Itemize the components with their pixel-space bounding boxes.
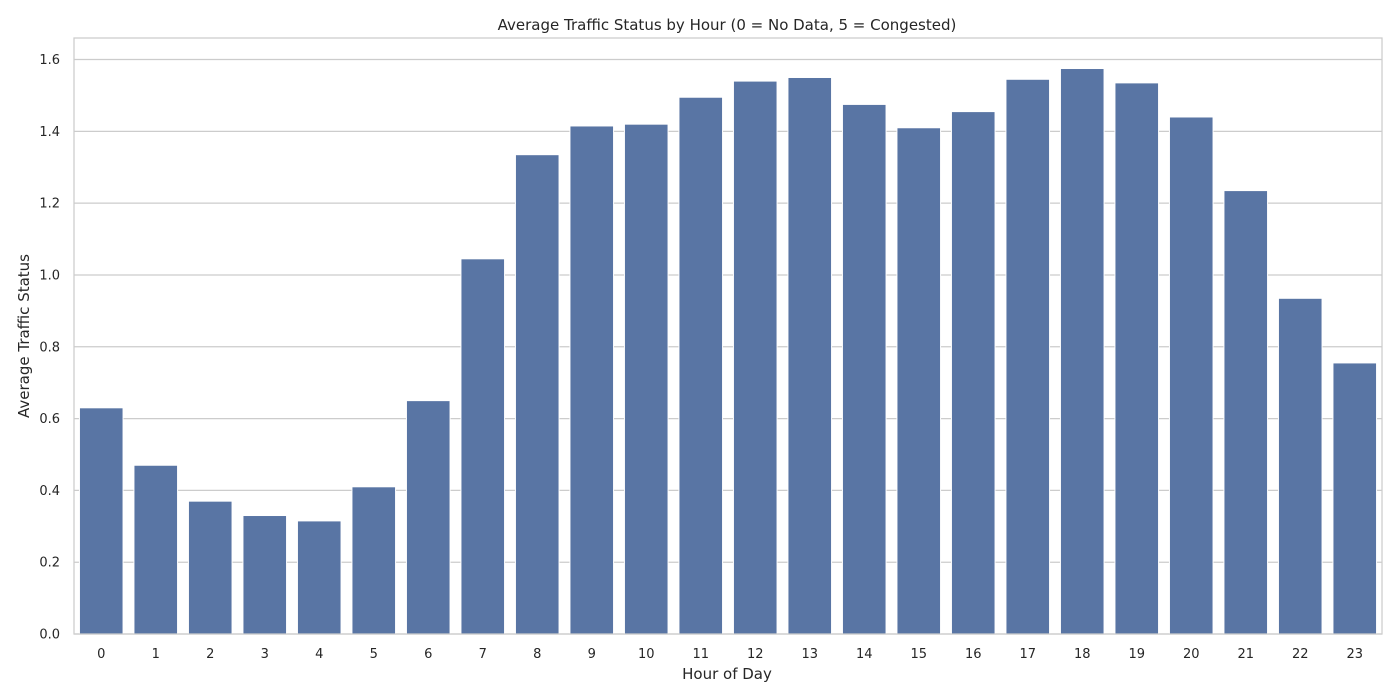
x-tick-label: 6 [424,647,432,662]
y-axis-label: Average Traffic Status [15,254,33,418]
y-tick-label: 1.0 [39,268,60,283]
bar-hour-18 [1059,68,1105,635]
bar-hour-9 [569,125,615,635]
bar-hour-10 [623,123,669,635]
x-tick-label: 13 [801,647,818,662]
x-tick-label: 23 [1346,647,1363,662]
bar-hour-20 [1168,116,1214,635]
x-tick-label: 20 [1183,647,1200,662]
x-tick-label: 5 [370,647,378,662]
x-tick-label: 9 [588,647,596,662]
y-tick-labels: 0.0 0.2 0.4 0.6 0.8 1.0 1.2 1.4 1.6 [39,53,60,642]
gridlines [74,58,1382,635]
bar-hour-14 [841,103,887,635]
y-tick-label: 0.2 [39,556,60,571]
bar-hour-13 [787,76,833,635]
x-tick-label: 4 [315,647,323,662]
x-tick-label: 21 [1237,647,1254,662]
bar-hour-22 [1277,297,1323,635]
bar-hour-12 [732,80,778,635]
bar-hour-8 [514,154,560,635]
x-tick-label: 12 [747,647,764,662]
x-tick-label: 16 [965,647,982,662]
y-tick-label: 1.4 [39,125,60,140]
y-tick-label: 0.4 [39,484,60,499]
x-tick-label: 14 [856,647,873,662]
bar-hour-6 [405,400,451,635]
y-tick-label: 0.0 [39,628,60,643]
x-tick-label: 7 [479,647,487,662]
chart-title: Average Traffic Status by Hour (0 = No D… [498,16,957,34]
bar-hour-1 [133,464,179,635]
x-tick-label: 22 [1292,647,1309,662]
x-tick-label: 11 [692,647,709,662]
bar-hour-16 [950,111,996,635]
y-tick-label: 0.6 [39,412,60,427]
x-tick-label: 3 [261,647,269,662]
y-tick-label: 1.6 [39,53,60,68]
bar-hour-11 [678,96,724,635]
bar-hour-0 [78,407,124,635]
y-tick-label: 1.2 [39,197,60,212]
bar-hour-17 [1005,78,1051,635]
bars [78,68,1378,635]
x-tick-label: 17 [1019,647,1036,662]
x-tick-label: 15 [910,647,927,662]
bar-hour-23 [1332,362,1378,635]
x-tick-label: 1 [152,647,160,662]
bar-hour-21 [1223,190,1269,635]
x-tick-label: 8 [533,647,541,662]
x-axis-label: Hour of Day [682,665,772,683]
x-tick-label: 18 [1074,647,1091,662]
bar-hour-3 [242,515,288,635]
plot-frame [73,37,1383,635]
y-tick-label: 0.8 [39,340,60,355]
bar-hour-7 [460,258,506,635]
bar-hour-4 [296,520,342,635]
bar-hour-19 [1114,82,1160,635]
x-tick-label: 2 [206,647,214,662]
x-tick-label: 10 [638,647,655,662]
bar-hour-15 [896,127,942,635]
x-tick-label: 19 [1128,647,1145,662]
x-tick-labels: 0 1 2 3 4 5 6 7 8 9 10 11 12 13 14 15 16 17 18 19 20 21 22 23 [97,647,1363,662]
x-tick-label: 0 [97,647,105,662]
bar-hour-5 [351,486,397,635]
bar-hour-2 [187,500,233,635]
